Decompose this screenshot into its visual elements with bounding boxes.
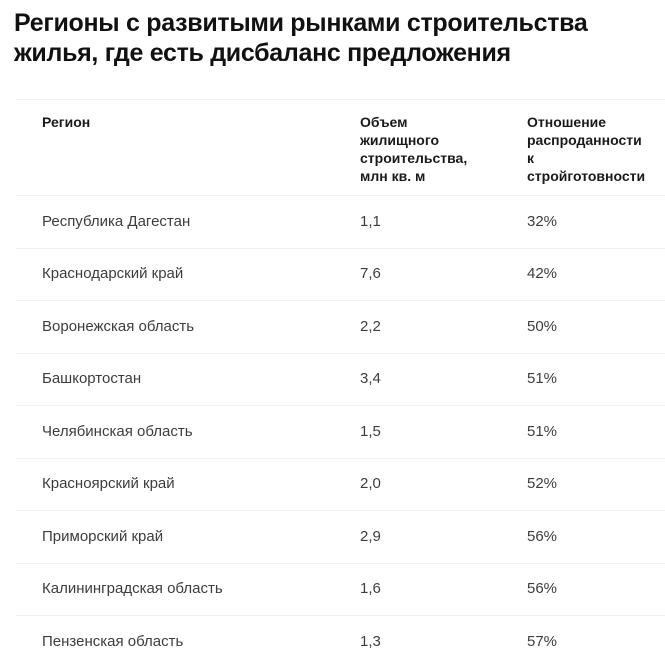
ratio-cell: 50% xyxy=(527,317,558,335)
table-row: Челябинская область 1,5 51% xyxy=(16,405,665,458)
volume-cell: 2,0 xyxy=(360,475,381,493)
table-row: Воронежская область 2,2 50% xyxy=(16,300,665,353)
ratio-cell: 52% xyxy=(527,475,558,493)
region-cell: Башкортостан xyxy=(42,370,142,388)
table-row: Республика Дагестан 1,1 32% xyxy=(16,195,665,248)
volume-cell: 1,3 xyxy=(360,632,381,650)
ratio-cell: 56% xyxy=(527,527,558,545)
ratio-cell: 51% xyxy=(527,422,558,440)
volume-cell: 2,9 xyxy=(360,527,381,545)
ratio-cell: 32% xyxy=(527,212,558,230)
ratio-cell: 56% xyxy=(527,580,558,598)
table-row: Краснодарский край 7,6 42% xyxy=(16,247,665,301)
region-cell: Калининградская область xyxy=(42,580,223,598)
ratio-cell: 57% xyxy=(527,632,558,650)
volume-cell: 1,5 xyxy=(360,422,381,440)
volume-cell: 3,4 xyxy=(360,370,381,388)
page-title: Регионы с развитыми рынками строительств… xyxy=(14,9,588,67)
region-cell: Красноярский край xyxy=(42,475,175,493)
ratio-cell: 42% xyxy=(527,265,558,283)
region-cell: Приморский край xyxy=(42,527,164,545)
volume-cell: 2,2 xyxy=(360,317,381,335)
volume-cell: 1,1 xyxy=(360,212,381,230)
regions-table: Регион Объем жилищного строительства, мл… xyxy=(16,99,665,663)
table-row: Красноярский край 2,0 52% xyxy=(16,457,665,511)
volume-cell: 1,6 xyxy=(360,580,381,598)
region-cell: Воронежская область xyxy=(42,317,195,335)
ratio-cell: 51% xyxy=(527,370,558,388)
region-cell: Пензенская область xyxy=(42,632,184,650)
table-row: Пензенская область 1,3 57% xyxy=(16,615,665,663)
table-row: Калининградская область 1,6 56% xyxy=(16,562,665,616)
column-header-ratio: Отношение распроданности к стройготовнос… xyxy=(527,114,646,184)
volume-cell: 7,6 xyxy=(360,265,381,283)
table-header-row: Регион Объем жилищного строительства, мл… xyxy=(16,99,665,195)
region-cell: Челябинская область xyxy=(42,422,193,440)
region-cell: Республика Дагестан xyxy=(42,212,191,230)
column-header-volume: Объем жилищного строительства, млн кв. м xyxy=(360,114,468,184)
table-row: Башкортостан 3,4 51% xyxy=(16,352,665,406)
table-row: Приморский край 2,9 56% xyxy=(16,510,665,563)
column-header-region: Регион xyxy=(42,114,91,130)
region-cell: Краснодарский край xyxy=(42,265,184,283)
